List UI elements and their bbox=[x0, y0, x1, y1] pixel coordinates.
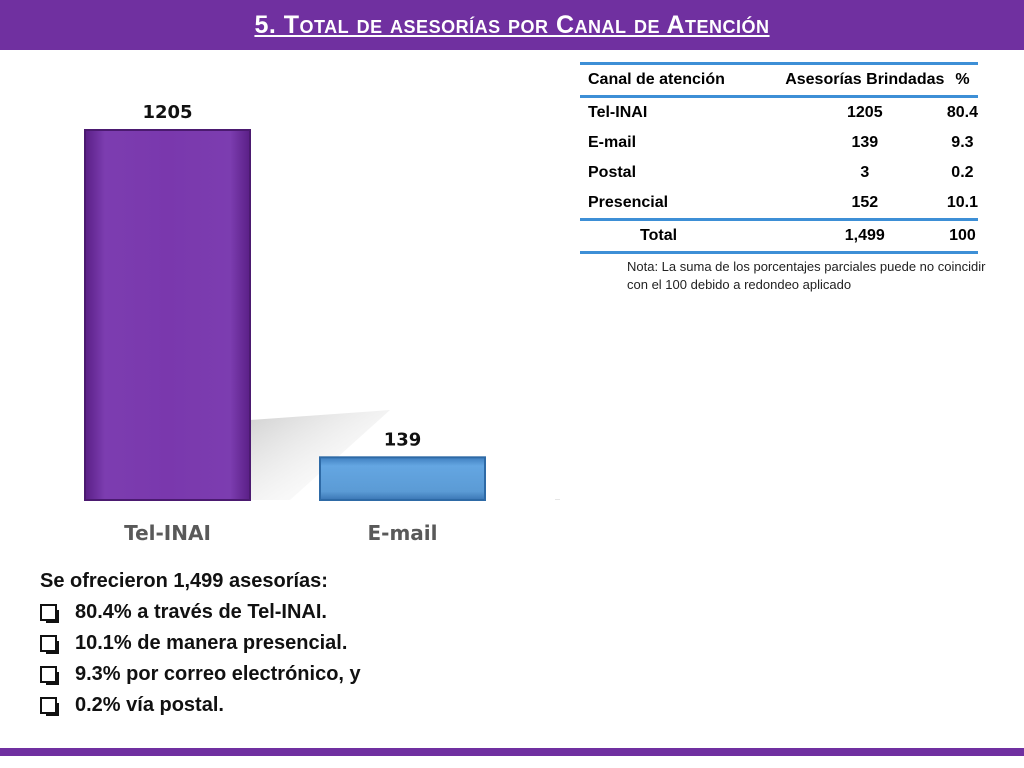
table-cell: 139 bbox=[851, 134, 879, 151]
table-cell: 1205 bbox=[847, 104, 883, 121]
checkbox-bullet-icon bbox=[40, 604, 59, 623]
data-table: Canal de atención Asesorías Brindadas % … bbox=[580, 62, 978, 254]
bar-e-mail bbox=[319, 456, 486, 501]
list-item: 9.3% por correo electrónico, y bbox=[40, 659, 361, 690]
bar-chart: 1205Tel-INAI139E-mail3Postal152Presencia… bbox=[84, 102, 560, 545]
summary-intro: Se ofrecieron 1,499 asesorías: bbox=[40, 570, 328, 592]
summary: Se ofrecieron 1,499 asesorías: 80.4% a t… bbox=[40, 570, 361, 721]
data-label: 139 bbox=[384, 429, 422, 450]
summary-list: 80.4% a través de Tel-INAI. 10.1% de man… bbox=[40, 597, 361, 721]
bar-postal bbox=[555, 499, 560, 500]
table-cell: 0.2 bbox=[951, 164, 974, 181]
table-cell: 100 bbox=[946, 218, 978, 254]
table-cell: 80.4 bbox=[946, 104, 978, 121]
table-header-row: Canal de atención Asesorías Brindadas % bbox=[580, 62, 978, 98]
list-item: 0.2% vía postal. bbox=[40, 690, 361, 721]
table-cell: Postal bbox=[588, 164, 637, 181]
table-cell: 3 bbox=[860, 164, 870, 181]
table-cell: Total bbox=[580, 218, 783, 254]
table-total-row: Total 1,499 100 bbox=[580, 218, 978, 254]
table-row: Postal 3 0.2 bbox=[580, 158, 978, 188]
table-cell: E-mail bbox=[588, 134, 637, 151]
table-header: Canal de atención bbox=[580, 62, 783, 98]
bar-shadow bbox=[250, 410, 390, 500]
list-item-text: 9.3% por correo electrónico, y bbox=[75, 663, 361, 685]
checkbox-bullet-icon bbox=[40, 697, 59, 716]
table-row: Presencial 152 10.1 bbox=[580, 188, 978, 220]
table-cell: 9.3 bbox=[951, 134, 974, 151]
list-item-text: 0.2% vía postal. bbox=[75, 694, 224, 716]
table-cell: Tel-INAI bbox=[588, 104, 648, 121]
table-header: Asesorías Brindadas bbox=[782, 62, 947, 98]
list-item-text: 80.4% a través de Tel-INAI. bbox=[75, 601, 327, 623]
table-cell: Presencial bbox=[588, 194, 669, 211]
list-item: 80.4% a través de Tel-INAI. bbox=[40, 597, 361, 628]
table-row: E-mail 139 9.3 bbox=[580, 128, 978, 158]
table-header: % bbox=[946, 62, 978, 98]
bar-tel-inai bbox=[84, 129, 251, 501]
category-label: E-mail bbox=[367, 521, 437, 545]
bottom-bar bbox=[0, 748, 1024, 756]
list-item-text: 10.1% de manera presencial. bbox=[75, 632, 348, 654]
category-label: Tel-INAI bbox=[124, 521, 211, 545]
table-cell: 1,499 bbox=[782, 218, 947, 254]
data-label: 1205 bbox=[142, 102, 192, 123]
title-bar: 5. Total de asesorías por Canal de Atenc… bbox=[0, 0, 1024, 50]
checkbox-bullet-icon bbox=[40, 635, 59, 654]
table-cell: 10.1 bbox=[946, 194, 978, 211]
slide-title: 5. Total de asesorías por Canal de Atenc… bbox=[254, 10, 770, 39]
table-cell: 152 bbox=[851, 194, 879, 211]
table-row: Tel-INAI 1205 80.4 bbox=[580, 97, 978, 129]
checkbox-bullet-icon bbox=[40, 666, 59, 685]
list-item: 10.1% de manera presencial. bbox=[40, 628, 361, 659]
table-note: Nota: La suma de los porcentajes parcial… bbox=[627, 259, 986, 292]
